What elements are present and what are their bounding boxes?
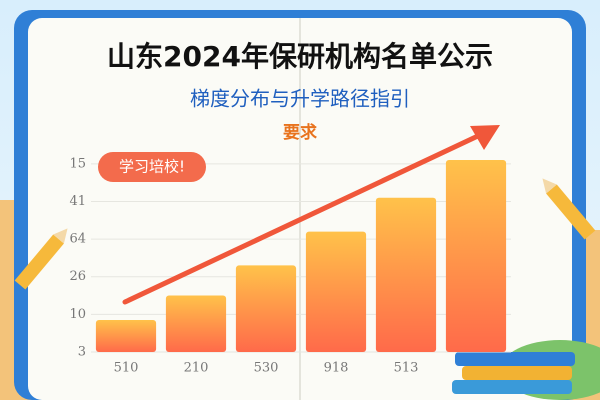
book-stack	[462, 366, 572, 380]
book-stack	[455, 352, 575, 366]
badge-text: 学习培校!	[119, 158, 185, 176]
y-tick-label: 15	[69, 156, 86, 171]
y-tick-label: 10	[69, 307, 86, 322]
x-tick-label: 510	[114, 361, 139, 376]
x-tick-label: 530	[254, 361, 279, 376]
bar	[95, 320, 157, 352]
bar	[305, 231, 367, 352]
pencil-right	[542, 178, 596, 240]
trend-arrow	[122, 132, 483, 305]
y-tick-label: 41	[69, 194, 86, 209]
x-tick-label: 918	[324, 361, 349, 376]
tag: 要求	[283, 122, 317, 143]
subtitle: 梯度分布与升学路径指引	[190, 87, 410, 111]
y-tick-label: 3	[78, 345, 86, 360]
bar	[445, 160, 507, 352]
bar	[375, 197, 437, 352]
pencil-left	[14, 228, 68, 290]
arrow-head	[470, 125, 500, 150]
bar	[235, 265, 297, 352]
bar	[165, 295, 227, 352]
chart: 3 10 26 64 41 15 510 210 530 918 513	[69, 156, 511, 376]
badge	[98, 152, 206, 182]
y-tick-label: 26	[69, 269, 86, 284]
x-tick-label: 210	[184, 361, 209, 376]
title: 山东2024年保研机构名单公示	[107, 40, 493, 73]
x-tick-label: 513	[394, 361, 419, 376]
book-stack	[452, 380, 572, 394]
y-tick-label: 64	[69, 232, 86, 247]
